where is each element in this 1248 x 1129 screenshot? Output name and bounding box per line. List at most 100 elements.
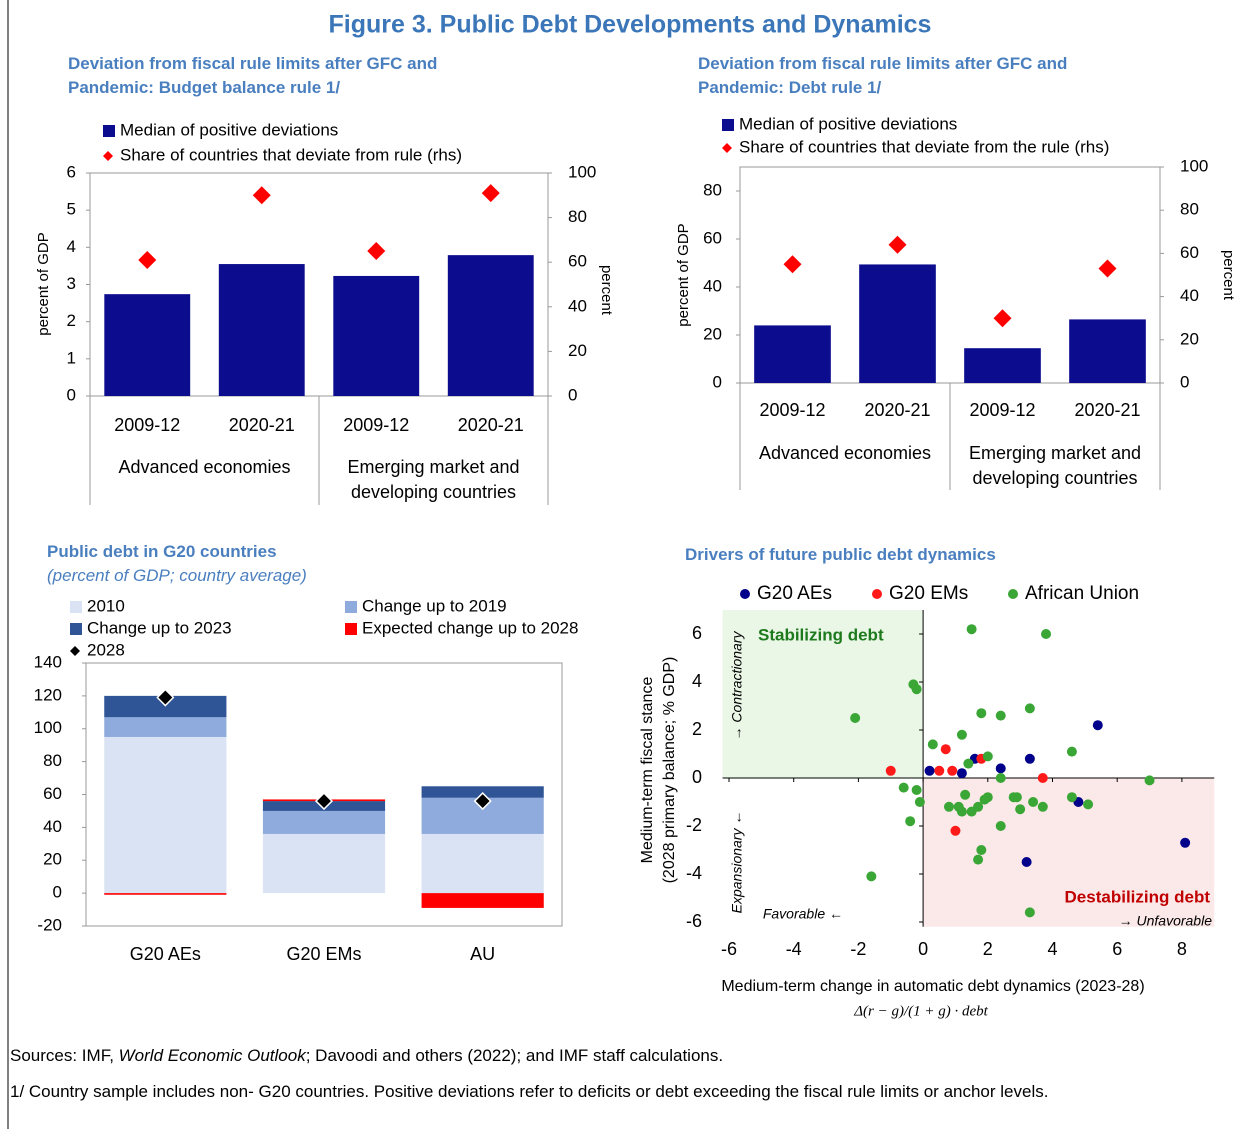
point <box>1083 799 1094 810</box>
y-tick-label: -4 <box>686 863 702 883</box>
y-tick-label: 2 <box>692 719 702 739</box>
marker <box>138 250 157 269</box>
y-tick-label: 2 <box>67 311 76 330</box>
x-tick-label: 2020-21 <box>458 415 524 435</box>
x-tick-label: 2009-12 <box>969 400 1035 420</box>
x-tick-label: 2020-21 <box>1074 400 1140 420</box>
legend-label: Change up to 2019 <box>362 596 507 615</box>
y-tick-label: 4 <box>692 671 702 691</box>
point <box>885 765 896 776</box>
point <box>1037 801 1048 812</box>
annotation: Stabilizing debt <box>758 625 884 644</box>
y2-tick-label: 40 <box>568 296 587 315</box>
point <box>924 765 935 776</box>
legend-label: G20 AEs <box>757 583 832 604</box>
point <box>934 765 945 776</box>
annotation: Destabilizing debt <box>1065 887 1211 906</box>
y-tick-label: 6 <box>67 162 76 181</box>
x-axis-label: Medium-term change in automatic debt dyn… <box>721 978 1144 995</box>
y-axis-label: Medium-term fiscal stance <box>639 677 656 864</box>
y-tick-label: 40 <box>703 276 722 295</box>
point <box>898 782 909 793</box>
point <box>956 729 967 740</box>
y-tick-label: 6 <box>692 623 702 643</box>
bar <box>262 810 386 834</box>
point <box>995 773 1006 783</box>
point <box>1024 907 1035 918</box>
legend-swatch <box>103 125 115 137</box>
legend-swatch <box>70 623 82 635</box>
bar <box>104 294 191 396</box>
x-tick-label: 8 <box>1177 939 1187 959</box>
x-tick-label: 2009-12 <box>343 415 409 435</box>
legend-label: Change up to 2023 <box>87 618 232 637</box>
bar <box>218 264 305 396</box>
text-box: Advanced economies <box>118 457 290 477</box>
point <box>976 845 987 855</box>
chart-subtitle: (percent of GDP; country average) <box>47 566 307 585</box>
x-tick-label: 4 <box>1047 939 1057 959</box>
y-axis-label: (2028 primary balance; % GDP) <box>661 657 678 884</box>
y-tick-label: 4 <box>67 237 76 256</box>
y2-axis-label: percent <box>598 265 615 316</box>
legend-swatch <box>740 589 750 599</box>
x-tick-label: 2020-21 <box>229 415 295 435</box>
x-tick-label: -6 <box>721 939 737 959</box>
point <box>905 816 916 827</box>
legend-label: 2028 <box>87 640 125 659</box>
point <box>995 763 1006 774</box>
marker <box>473 792 492 811</box>
point <box>1028 797 1039 807</box>
legend-label: 2010 <box>87 596 125 615</box>
point <box>927 739 938 750</box>
point <box>1066 792 1077 803</box>
y-tick-label: 140 <box>34 652 62 671</box>
notes: Sources: IMF, World Economic Outlook; Da… <box>10 1045 1240 1103</box>
y2-tick-label: 60 <box>568 252 587 271</box>
y2-tick-label: 40 <box>1180 286 1199 305</box>
x-tick-label: -4 <box>786 939 802 959</box>
y-tick-label: 0 <box>713 372 722 391</box>
legend-label: Expected change up to 2028 <box>362 618 578 637</box>
y-axis-label: percent of GDP <box>35 232 52 335</box>
legend-swatch <box>345 623 357 635</box>
y-tick-label: 80 <box>703 180 722 199</box>
point <box>940 744 951 755</box>
point <box>973 801 984 812</box>
marker <box>888 235 907 254</box>
bar <box>104 893 227 895</box>
y2-tick-label: 80 <box>568 207 587 226</box>
point <box>1024 753 1035 764</box>
point <box>995 821 1006 831</box>
marker <box>1098 259 1117 278</box>
bar <box>104 736 227 894</box>
point <box>979 794 990 805</box>
legend-label: Share of countries that deviate from rul… <box>120 145 462 164</box>
y-tick-label: 5 <box>67 200 76 219</box>
sources: Sources: IMF, World Economic Outlook; Da… <box>10 1045 1240 1067</box>
x-tick-label: G20 EMs <box>286 944 361 964</box>
point <box>956 806 967 817</box>
legend-swatch <box>70 601 82 613</box>
point <box>943 801 954 812</box>
footnote: 1/ Country sample includes non- G20 coun… <box>10 1082 1049 1101</box>
annotation: Favorable ← <box>763 906 843 922</box>
point <box>1015 804 1026 815</box>
y-tick-label: 20 <box>703 324 722 343</box>
bar <box>333 275 420 396</box>
legend-swatch <box>345 601 357 613</box>
y-tick-label: 0 <box>67 385 76 404</box>
chart-title: Deviation from fiscal rule limits after … <box>68 54 438 97</box>
bar <box>447 255 534 396</box>
point <box>1037 773 1048 783</box>
x-tick-label: -2 <box>850 939 866 959</box>
chart-title: Public debt in G20 countries <box>47 542 277 561</box>
legend-label: Median of positive deviations <box>739 114 957 133</box>
x-tick-label: AU <box>470 944 495 964</box>
y2-axis-label: percent <box>1220 250 1237 301</box>
y-tick-label: 60 <box>703 228 722 247</box>
point <box>866 871 877 882</box>
legend-swatch <box>103 151 113 161</box>
y-tick-label: 20 <box>43 850 62 869</box>
point <box>911 785 922 795</box>
